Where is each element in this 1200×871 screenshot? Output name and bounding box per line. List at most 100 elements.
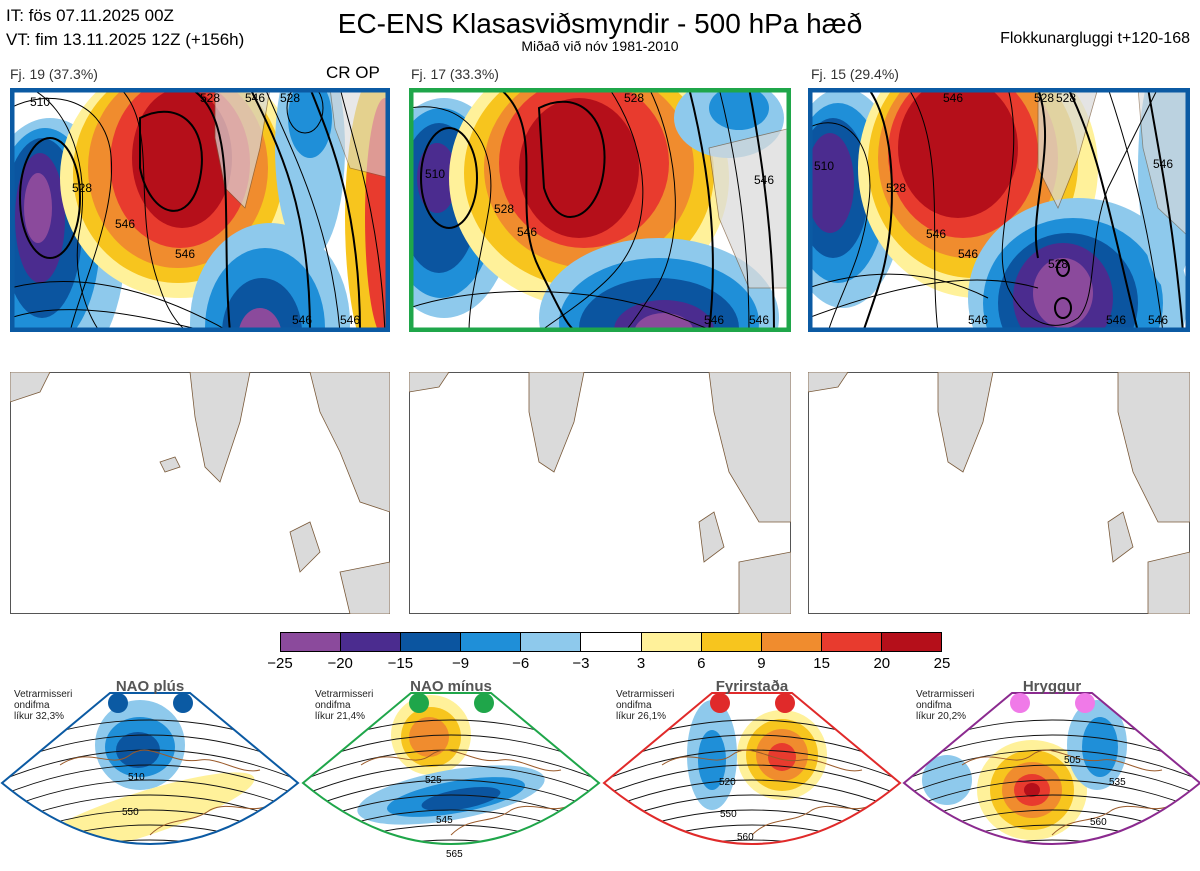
cluster-3-map: 510 528 546 528 546 528 546 546 546 528 … <box>808 88 1190 332</box>
colorbar-tick: 25 <box>933 655 951 672</box>
regime-description: Vetrarmisseri ondifma líkur 32,3% <box>14 689 73 722</box>
colorbar-tick: 15 <box>813 655 830 672</box>
issue-info: IT: fös 07.11.2025 00Z VT: fim 13.11.202… <box>6 4 244 52</box>
issue-time: IT: fös 07.11.2025 00Z <box>6 6 174 25</box>
contour-label: 546 <box>340 313 360 327</box>
regime-fan-map: 505 535 560 <box>902 692 1200 845</box>
regime-description: Vetrarmisseri ondifma líkur 26,1% <box>616 689 675 722</box>
colorbar-cell <box>881 633 942 651</box>
colorbar-cell <box>281 633 342 651</box>
regime-indicator-dot <box>474 693 494 713</box>
regime-contour-label: 550 <box>122 807 139 818</box>
colorbar-cell <box>341 633 402 651</box>
regime-fan-border <box>301 692 601 845</box>
contour-label: 546 <box>968 313 988 327</box>
colorbar-cell <box>641 633 702 651</box>
cluster-2-anomaly-shading <box>409 88 784 332</box>
regime-contour-label: 520 <box>719 777 736 788</box>
contour-label: 510 <box>814 159 834 173</box>
regime-panel: Vetrarmisseri ondifma líkur 20,2% 505 535 5… <box>902 675 1200 871</box>
colorbar-cell <box>461 633 522 651</box>
colorbar-tick: −9 <box>451 655 470 672</box>
colorbar-cell <box>401 633 462 651</box>
regime-panel: Vetrarmisseri ondifma líkur 26,1% 520 550 5… <box>602 675 902 871</box>
cluster-2-contours <box>409 88 775 332</box>
valid-time: VT: fim 13.11.2025 12Z (+156h) <box>6 30 245 49</box>
cluster-1-anomaly-shading <box>10 88 390 332</box>
cluster-3-contour-labels: 510 528 546 528 546 528 546 546 546 528 … <box>814 91 1173 327</box>
landmass-2 <box>409 372 791 614</box>
regime-panel: Vetrarmisseri ondifma líkur 32,3% 510 550 N… <box>0 675 300 871</box>
regime-title: NAO plús <box>115 678 185 695</box>
cluster-3-contours <box>808 88 1184 332</box>
classification-window: Flokkunargluggi t+120-168 <box>1000 30 1190 47</box>
regime-contour-label: 560 <box>1090 817 1107 828</box>
regime-title: Fyrirstaða <box>715 678 789 695</box>
contour-label: 546 <box>1148 313 1168 327</box>
regime-contour-label: 545 <box>436 815 453 826</box>
contour-label: 528 <box>280 91 300 105</box>
colorbar-tick: 3 <box>636 655 646 672</box>
regime-contour-label: 510 <box>128 772 145 783</box>
cluster-3-anomaly-shading <box>808 88 1190 332</box>
contour-label: 546 <box>292 313 312 327</box>
page-title: EC-ENS Klasasviðsmyndir - 500 hPa hæð <box>337 8 863 39</box>
colorbar-cell <box>521 633 582 651</box>
regime-title: NAO mínus <box>410 678 492 695</box>
colorbar-cell <box>701 633 762 651</box>
contour-label: 510 <box>425 167 445 181</box>
regime-fan-map: 525 545 565 <box>301 692 601 860</box>
regime-contour-label: 560 <box>737 832 754 843</box>
landmass-3 <box>808 372 1190 614</box>
cluster-1-landmass <box>214 88 390 209</box>
colorbar-tick: −20 <box>327 655 353 672</box>
cluster-2-map: 510 528 546 528 546 546 546 <box>409 88 791 332</box>
cluster-2-contour-labels: 510 528 546 528 546 546 546 <box>425 91 774 327</box>
contour-label: 546 <box>943 91 963 105</box>
regime-contour-label: 565 <box>446 849 463 860</box>
contour-label: 546 <box>704 313 724 327</box>
colorbar-tick-labels: −25 −20 −15 −9 −6 −3 3 6 9 15 20 25 <box>267 655 950 675</box>
regime-contour-label: 505 <box>1064 755 1081 766</box>
contour-label: 528 <box>1056 91 1076 105</box>
regime-contour-label: 525 <box>425 775 442 786</box>
cluster-1-map: 510 528 546 546 528 546 528 546 546 <box>10 88 390 332</box>
colorbar-tick: −15 <box>387 655 414 672</box>
regime-description: Vetrarmisseri ondifma líkur 21,4% <box>315 689 374 722</box>
colorbar-cells <box>280 632 942 652</box>
cluster-1-border <box>10 88 390 332</box>
colorbar-tick: 20 <box>873 655 891 672</box>
regime-fan-border <box>602 692 902 845</box>
regime-indicator-dot <box>775 693 795 713</box>
landmass-1 <box>10 372 390 614</box>
regime-fan-map: 520 550 560 <box>602 692 902 845</box>
contour-label: 546 <box>754 173 774 187</box>
cluster-2-border <box>409 88 791 332</box>
colorbar-tick: 9 <box>757 655 766 672</box>
empty-map-1 <box>10 372 390 614</box>
regime-indicator-dot <box>173 693 193 713</box>
contour-label: 528 <box>72 181 92 195</box>
regime-indicator-dot <box>1075 693 1095 713</box>
contour-label: 546 <box>958 247 978 261</box>
contour-label: 528 <box>1034 91 1054 105</box>
contour-label: 528 <box>1048 257 1068 271</box>
regime-fan-map: 510 550 <box>0 692 300 845</box>
cluster-3-border <box>808 88 1190 332</box>
cluster-1-tag: CR OP <box>326 63 380 82</box>
regime-contour-label: 550 <box>720 809 737 820</box>
colorbar-tick: −6 <box>512 655 530 672</box>
cluster-3-landmass <box>1037 88 1190 239</box>
cluster-1-contours <box>10 88 386 332</box>
regime-indicator-dot <box>108 693 128 713</box>
colorbar-cell <box>581 633 642 651</box>
contour-label: 546 <box>115 217 135 231</box>
cluster-1-contour-labels: 510 528 546 546 528 546 528 546 546 <box>30 91 360 327</box>
colorbar-tick: −25 <box>267 655 293 672</box>
contour-label: 546 <box>749 313 769 327</box>
contour-label: 528 <box>200 91 220 105</box>
empty-map-3 <box>808 372 1190 614</box>
contour-label: 546 <box>926 227 946 241</box>
contour-label: 528 <box>624 91 644 105</box>
regime-fan-border <box>0 692 300 845</box>
